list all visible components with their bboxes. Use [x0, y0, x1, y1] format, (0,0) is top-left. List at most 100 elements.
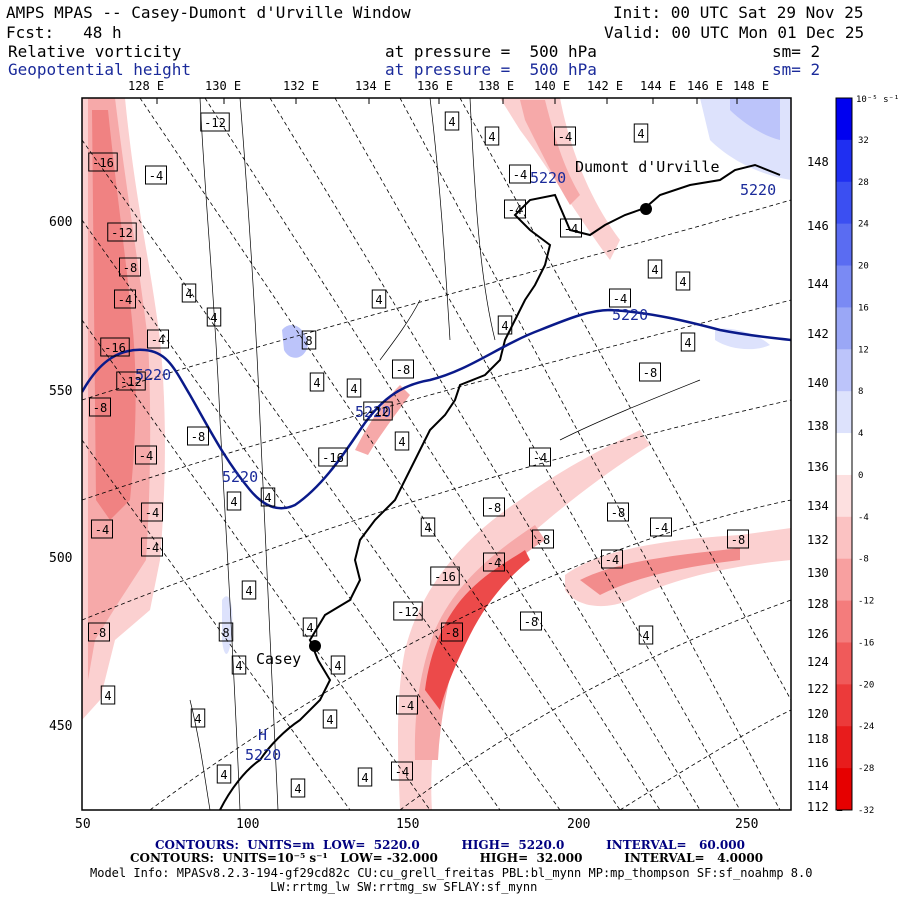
vorticity-label-box: [727, 529, 749, 549]
vorticity-label: -16: [322, 451, 344, 465]
colorbar-swatch: [836, 433, 852, 476]
vorticity-label-box: [554, 126, 576, 146]
vorticity-label: -8: [93, 401, 107, 415]
lon-label: 142 E: [587, 79, 623, 93]
vorticity-label: -4: [613, 292, 627, 306]
vorticity-label-box: [241, 580, 257, 600]
lon-label: 112 E: [807, 800, 843, 814]
height-label: 5220: [135, 366, 171, 384]
place-casey: Casey: [256, 650, 301, 668]
place-dumont: Dumont d'Urville: [575, 158, 720, 176]
colorbar-unit: 10⁻⁵ s⁻¹: [856, 95, 899, 105]
vorticity-label: -4: [95, 523, 109, 537]
vorticity-label-box: [100, 337, 130, 357]
vorticity-label-box: [322, 709, 338, 729]
vorticity-label: 4: [313, 376, 320, 390]
colorbar-border: [835, 97, 853, 811]
neg-vort-band-south-core: [425, 550, 530, 710]
vorticity-label-box: [88, 622, 110, 642]
vorticity-label: 4: [220, 768, 227, 782]
vorticity-label: -4: [533, 451, 547, 465]
vorticity-label-box: [226, 491, 242, 511]
vorticity-label: 4: [642, 629, 649, 643]
vorticity-label-box: [601, 549, 623, 569]
vorticity-contours: [189, 98, 701, 810]
vorticity-label-box: [218, 622, 234, 642]
height-contour-info: CONTOURS: UNITS=m LOW= 5220.0 HIGH= 5220…: [155, 838, 745, 852]
colorbar-label: -16: [858, 638, 874, 648]
vorticity-label: 4: [684, 336, 691, 350]
colorbar-label: 28: [858, 178, 869, 188]
vorticity-label: -4: [145, 506, 159, 520]
vorticity-label: -4: [605, 553, 619, 567]
y-tick: 600: [49, 215, 72, 230]
vorticity-label: -8: [487, 501, 501, 515]
colorbar-label: 0: [858, 471, 863, 481]
field1-smoothing: sm= 2: [772, 42, 821, 61]
colorbar-label: -32: [858, 806, 874, 816]
dumont-durville-marker-icon: [640, 203, 652, 215]
vorticity-label-box: [119, 257, 141, 277]
vorticity-label-box: [532, 529, 554, 549]
vorticity-label: 4: [334, 659, 341, 673]
lon-label: 120 E: [807, 707, 843, 721]
vorticity-label-box: [216, 764, 232, 784]
x-tick: 150: [396, 817, 419, 832]
lon-label: 114 E: [807, 779, 843, 793]
vorticity-label-box: [607, 502, 629, 522]
vorticity-label: 4: [326, 713, 333, 727]
lon-label: 140 E: [534, 79, 570, 93]
vorticity-label-box: [650, 517, 672, 537]
vorticity-label: 4: [398, 435, 405, 449]
x-tick: 50: [75, 817, 91, 832]
model-info: Model Info: MPASv8.2.3-194-gf29cd82c CU:…: [90, 866, 813, 880]
field2-smoothing: sm= 2: [772, 60, 821, 79]
lon-label: 126 E: [807, 627, 843, 641]
vorticity-label: -8: [92, 626, 106, 640]
lon-label: 118 E: [807, 732, 843, 746]
lon-label: 132 E: [283, 79, 319, 93]
vorticity-label-box: [302, 617, 318, 637]
lon-label: 130 E: [807, 566, 843, 580]
height-contours: [82, 308, 791, 510]
colorbar-label: 20: [858, 262, 869, 272]
lon-label: 142 E: [807, 327, 843, 341]
colorbar-swatch: [836, 391, 852, 434]
vorticity-label-box: [100, 685, 116, 705]
colorbar-swatch: [836, 684, 852, 727]
colorbar-label: -4: [858, 513, 869, 523]
pos-vort-patch-ne-inner: [730, 98, 780, 140]
lon-label: 130 E: [205, 79, 241, 93]
colorbar-label: -12: [858, 597, 874, 607]
vorticity-label-box: [363, 401, 393, 421]
vorticity-label-box: [141, 537, 163, 557]
colorbar-label: 8: [858, 387, 863, 397]
lon-label: 146 E: [807, 219, 843, 233]
vorticity-label-box: [346, 378, 362, 398]
vorticity-label: -16: [104, 341, 126, 355]
field1-name: Relative vorticity: [8, 42, 182, 61]
height-label: 5220: [222, 468, 258, 486]
vorticity-label: -12: [120, 375, 142, 389]
axis-tick-labels: 50 100 150 200 250 600 550 500 450: [49, 215, 758, 832]
vorticity-label-box: [392, 359, 414, 379]
neg-vort-band-east-core: [580, 548, 740, 595]
vorticity-label: -4: [151, 333, 165, 347]
graticule: [82, 98, 791, 810]
init-time: Init: 00 UTC Sat 29 Nov 25: [613, 3, 864, 22]
height-label: 5220: [740, 181, 776, 199]
vorticity-label-box: [187, 426, 209, 446]
vorticity-label-box: [633, 123, 649, 143]
vorticity-label-box: [509, 164, 531, 184]
vorticity-label-box: [394, 431, 410, 451]
height-label: 5220: [245, 746, 281, 764]
vorticity-label-box: [680, 332, 696, 352]
vorticity-label-box: [560, 218, 582, 238]
lon-label: 140 E: [807, 376, 843, 390]
vorticity-label: 4: [306, 621, 313, 635]
vorticity-label-box: [393, 601, 423, 621]
vorticity-label: -8: [524, 615, 538, 629]
lon-label: 146 E: [687, 79, 723, 93]
y-tick: 550: [49, 384, 72, 399]
lon-label: 134 E: [807, 499, 843, 513]
